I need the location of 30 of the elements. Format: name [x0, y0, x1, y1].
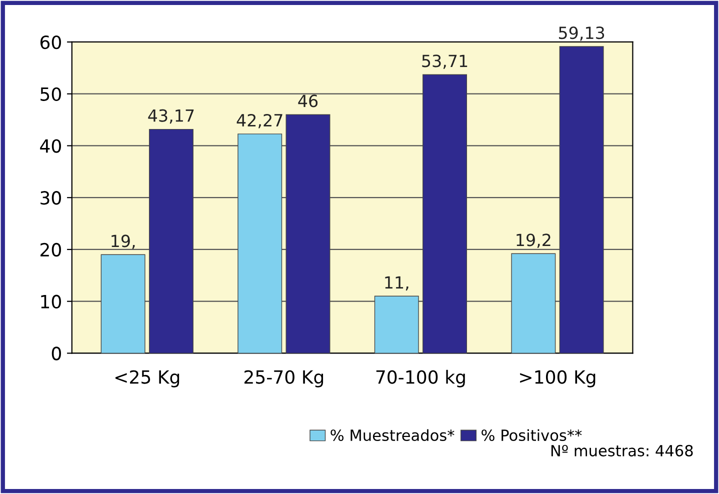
data-label: 11,: [385, 276, 408, 290]
y-tick-label: 30: [40, 191, 61, 205]
bar: [422, 74, 468, 354]
bar: [148, 128, 194, 354]
bar: [238, 134, 282, 354]
bar: [511, 253, 556, 354]
y-tick-label: 50: [40, 87, 61, 101]
bar: [374, 296, 419, 354]
x-tick-label: >100 Kg: [520, 370, 596, 388]
data-label: 19,2: [516, 234, 550, 248]
y-tick-label: 20: [40, 242, 61, 257]
x-tick-label: <25 Kg: [115, 370, 180, 388]
y-tick-label: 40: [40, 139, 61, 153]
data-label: 59,13: [558, 26, 604, 41]
x-tick-label: 70-100 kg: [376, 370, 465, 388]
data-label: 53,71: [422, 54, 468, 69]
y-tick-label: 0: [52, 346, 61, 360]
data-label: 46: [298, 94, 318, 108]
data-label: 43,17: [148, 109, 194, 124]
y-tick-label: 60: [40, 35, 61, 50]
text: Nº muestras: 4468: [551, 444, 693, 456]
y-tick-label: 10: [41, 294, 61, 308]
bar: [286, 114, 330, 354]
bar: [100, 254, 146, 354]
legend-label: % Positivos**: [482, 429, 582, 442]
data-label: 42,27: [236, 114, 282, 128]
x-tick-label: 25-70 Kg: [244, 370, 324, 388]
data-label: 19,: [112, 234, 135, 249]
legend-label: % Muestreados*: [330, 429, 454, 442]
bar: [559, 46, 604, 354]
